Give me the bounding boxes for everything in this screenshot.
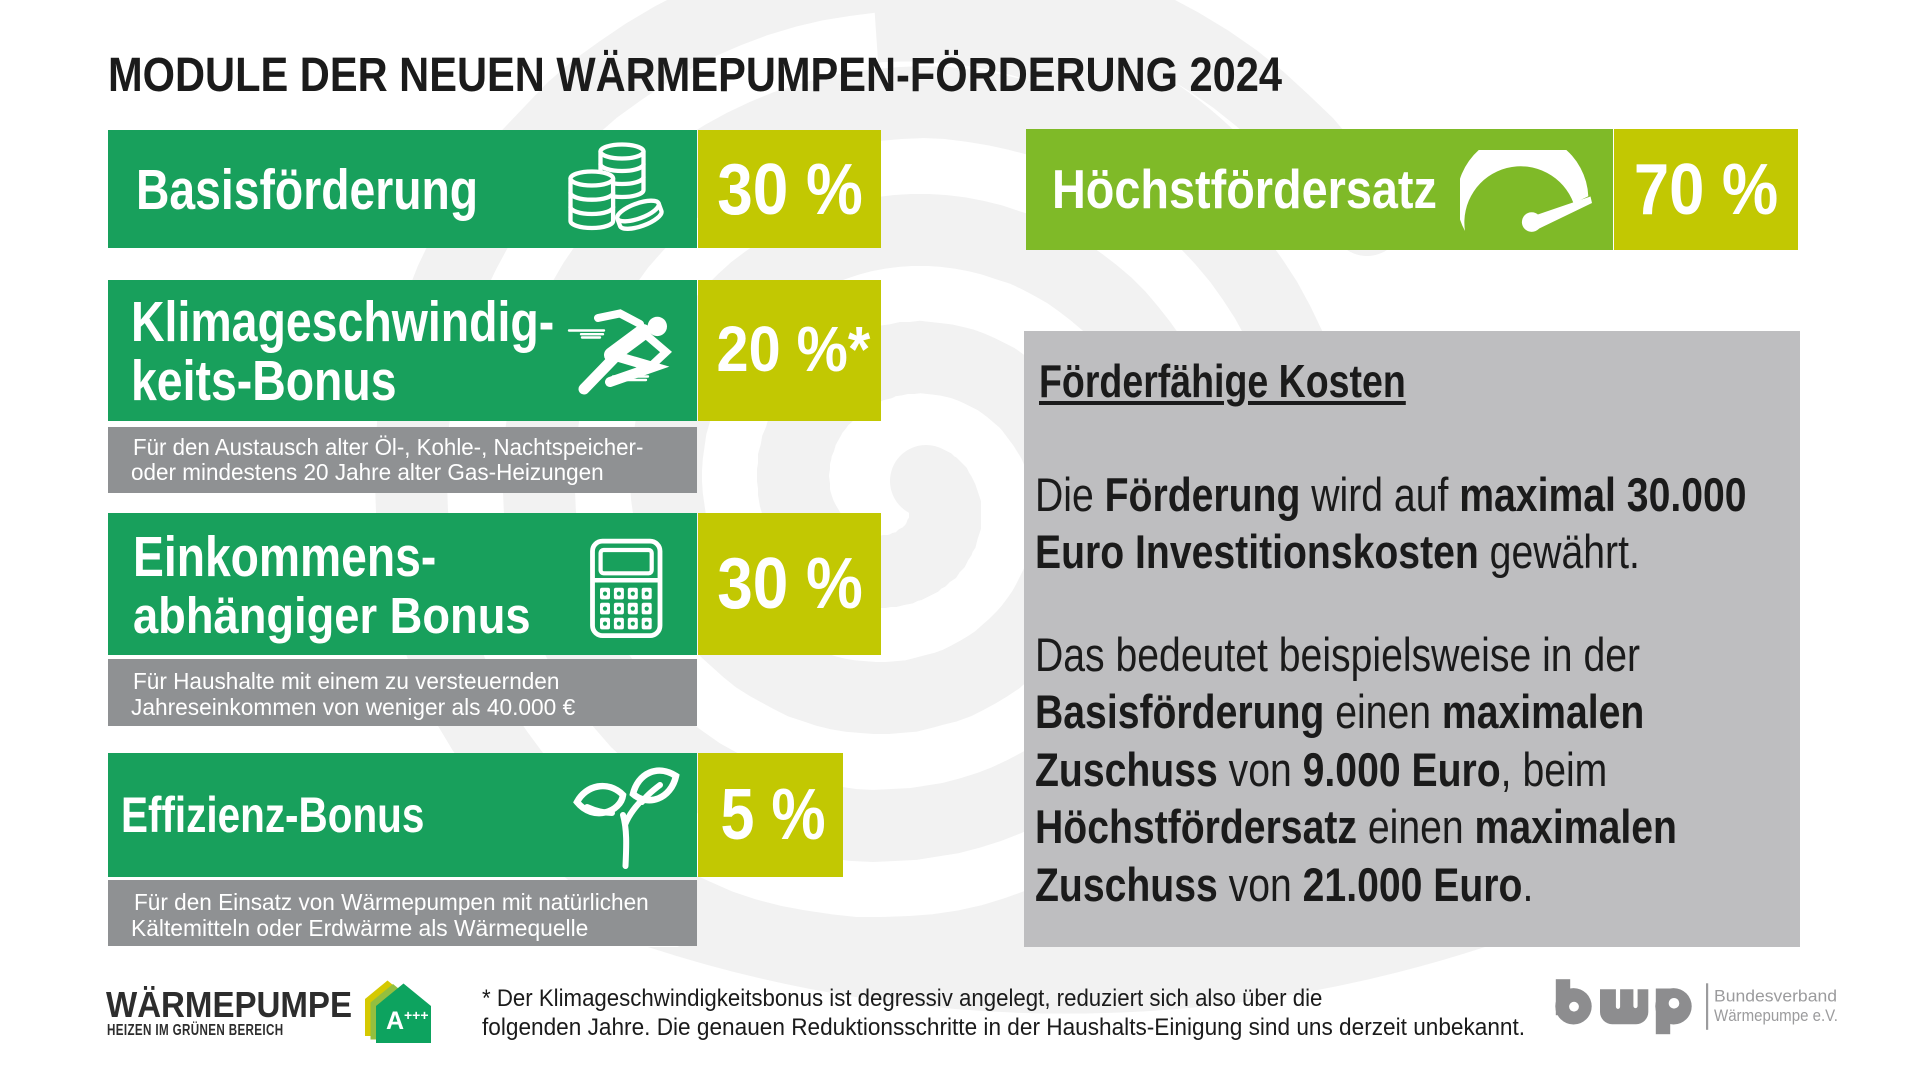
svg-text:Bundesverband: Bundesverband (1714, 988, 1837, 1006)
svg-text:+++: +++ (404, 1007, 429, 1023)
svg-text:A: A (386, 1007, 404, 1035)
svg-text:Wärmepumpe e.V.: Wärmepumpe e.V. (1714, 1007, 1838, 1025)
